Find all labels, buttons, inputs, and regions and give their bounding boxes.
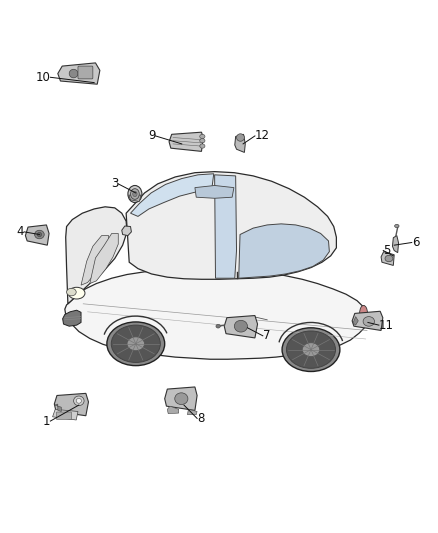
Ellipse shape	[363, 317, 374, 326]
Ellipse shape	[282, 328, 340, 372]
Text: 6: 6	[412, 236, 419, 249]
Polygon shape	[165, 387, 197, 410]
Ellipse shape	[107, 322, 165, 366]
Ellipse shape	[200, 134, 205, 139]
Ellipse shape	[200, 144, 205, 148]
Ellipse shape	[111, 325, 160, 362]
Polygon shape	[129, 195, 141, 201]
Ellipse shape	[216, 324, 220, 328]
Text: 8: 8	[197, 412, 205, 425]
Text: 9: 9	[148, 130, 155, 142]
Polygon shape	[167, 406, 179, 414]
Ellipse shape	[237, 134, 244, 141]
Polygon shape	[235, 134, 245, 152]
Polygon shape	[55, 404, 61, 411]
Ellipse shape	[127, 337, 145, 351]
Ellipse shape	[69, 69, 78, 78]
Polygon shape	[122, 226, 131, 236]
Ellipse shape	[385, 255, 393, 262]
Polygon shape	[352, 311, 383, 330]
Ellipse shape	[128, 185, 142, 203]
Polygon shape	[224, 316, 258, 338]
Polygon shape	[126, 172, 336, 279]
Text: 3: 3	[111, 177, 118, 190]
Ellipse shape	[286, 331, 336, 368]
Polygon shape	[215, 175, 237, 278]
Polygon shape	[381, 252, 394, 265]
Ellipse shape	[74, 396, 84, 406]
FancyBboxPatch shape	[57, 412, 71, 419]
Polygon shape	[239, 224, 329, 278]
Polygon shape	[187, 409, 197, 415]
Polygon shape	[81, 236, 109, 285]
Ellipse shape	[200, 139, 205, 143]
Polygon shape	[195, 185, 234, 198]
Polygon shape	[54, 393, 88, 416]
Text: 5: 5	[383, 244, 391, 257]
Text: 12: 12	[255, 130, 270, 142]
Ellipse shape	[76, 399, 81, 403]
Text: 11: 11	[379, 319, 394, 332]
Ellipse shape	[175, 393, 188, 405]
Polygon shape	[66, 207, 127, 304]
Polygon shape	[25, 225, 49, 245]
Ellipse shape	[37, 232, 42, 237]
Polygon shape	[392, 236, 399, 253]
Ellipse shape	[395, 224, 399, 228]
Polygon shape	[131, 174, 214, 216]
Polygon shape	[63, 310, 81, 326]
Ellipse shape	[68, 287, 85, 299]
Ellipse shape	[67, 288, 76, 296]
Ellipse shape	[131, 189, 139, 199]
Text: 10: 10	[35, 71, 50, 84]
Ellipse shape	[133, 191, 137, 197]
Ellipse shape	[302, 343, 320, 357]
Polygon shape	[53, 409, 78, 420]
Ellipse shape	[360, 305, 367, 321]
Ellipse shape	[234, 320, 247, 332]
Text: 4: 4	[17, 225, 24, 238]
Polygon shape	[353, 317, 358, 325]
Polygon shape	[90, 233, 118, 284]
Text: 1: 1	[43, 415, 50, 427]
Polygon shape	[169, 132, 203, 151]
Text: 7: 7	[263, 329, 270, 342]
Polygon shape	[65, 269, 367, 359]
Ellipse shape	[35, 230, 44, 239]
FancyBboxPatch shape	[78, 66, 93, 79]
Polygon shape	[58, 63, 100, 84]
